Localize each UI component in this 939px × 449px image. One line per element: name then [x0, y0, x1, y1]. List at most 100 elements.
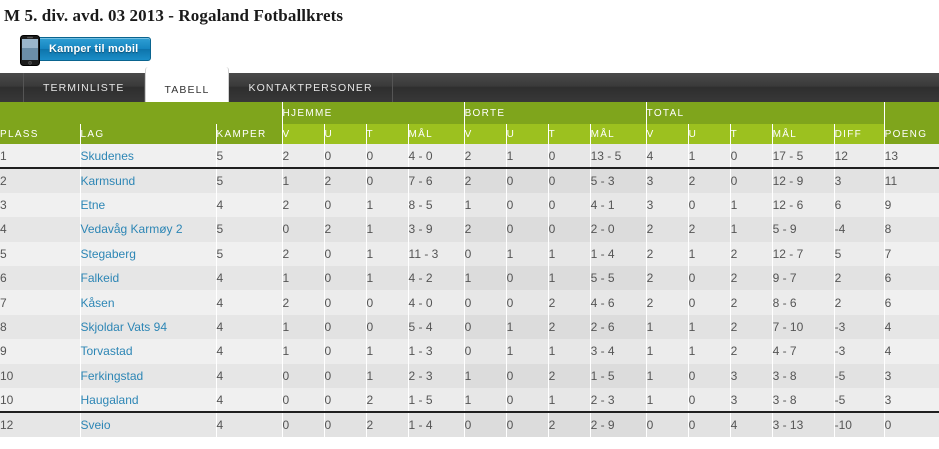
team-link[interactable]: Vedavåg Karmøy 2 — [80, 222, 183, 237]
team-link[interactable]: Stegaberg — [80, 246, 136, 261]
tab-terminliste[interactable]: TERMINLISTE — [23, 73, 145, 102]
cell-poeng: 4 — [884, 339, 939, 364]
col-header-total-u[interactable]: U — [688, 124, 731, 144]
standings-table-head: HJEMME BORTE TOTAL PLASS LAG KAMPER V U … — [0, 102, 939, 144]
col-header-hjemme-maal[interactable]: MÅL — [408, 124, 465, 144]
team-link[interactable]: Ferkingstad — [80, 368, 144, 383]
col-header-borte-t[interactable]: T — [548, 124, 591, 144]
standings-table-wrapper: HJEMME BORTE TOTAL PLASS LAG KAMPER V U … — [0, 102, 939, 437]
team-link[interactable]: Skjoldar Vats 94 — [80, 319, 168, 334]
cell-borte-maal: 2 - 9 — [590, 412, 647, 437]
cell-lag[interactable]: Kåsen — [80, 290, 217, 315]
cell-lag[interactable]: Sveio — [80, 412, 217, 437]
cell-plass: 10 — [0, 387, 81, 414]
cell-lag[interactable]: Skudenes — [80, 144, 217, 170]
team-link[interactable]: Falkeid — [80, 271, 120, 286]
team-link[interactable]: Etne — [80, 197, 106, 212]
cell-lag[interactable]: Etne — [80, 192, 217, 218]
team-link[interactable]: Skudenes — [80, 148, 134, 163]
cell-plass: 3 — [0, 192, 81, 218]
cell-borte-u: 0 — [506, 387, 549, 414]
cell-hjemme-v: 0 — [282, 387, 325, 414]
cell-lag[interactable]: Karmsund — [80, 168, 217, 193]
group-header-row: HJEMME BORTE TOTAL — [0, 102, 939, 124]
cell-lag[interactable]: Vedavåg Karmøy 2 — [80, 217, 217, 242]
team-link[interactable]: Haugaland — [80, 392, 139, 407]
col-header-total-t[interactable]: T — [730, 124, 773, 144]
cell-hjemme-maal: 3 - 9 — [408, 217, 465, 242]
col-header-hjemme-v[interactable]: V — [282, 124, 325, 144]
cell-diff: -3 — [834, 339, 885, 364]
cell-hjemme-v: 0 — [282, 363, 325, 388]
cell-total-maal: 4 - 7 — [772, 339, 835, 364]
cell-borte-u: 0 — [506, 363, 549, 388]
cell-borte-v: 0 — [464, 314, 507, 340]
col-header-lag[interactable]: LAG — [80, 124, 217, 144]
cell-hjemme-maal: 7 - 6 — [408, 168, 465, 193]
cell-diff: 2 — [834, 290, 885, 315]
cell-lag[interactable]: Falkeid — [80, 265, 217, 291]
cell-poeng: 13 — [884, 144, 939, 170]
cell-borte-v: 0 — [464, 290, 507, 315]
cell-kamper: 4 — [216, 363, 283, 388]
mobile-phone-icon — [20, 35, 40, 66]
tab-terminliste-label: TERMINLISTE — [43, 81, 125, 94]
cell-total-maal: 12 - 6 — [772, 192, 835, 218]
cell-borte-t: 0 — [548, 192, 591, 218]
col-header-hjemme-u[interactable]: U — [324, 124, 367, 144]
col-header-total-maal[interactable]: MÅL — [772, 124, 835, 144]
cell-lag[interactable]: Ferkingstad — [80, 363, 217, 388]
col-header-plass[interactable]: PLASS — [0, 124, 81, 144]
col-header-total-v[interactable]: V — [646, 124, 689, 144]
col-header-kamper[interactable]: KAMPER — [216, 124, 283, 144]
col-header-poeng[interactable]: POENG — [884, 124, 939, 144]
team-link[interactable]: Sveio — [80, 417, 111, 432]
col-header-borte-v[interactable]: V — [464, 124, 507, 144]
cell-total-t: 1 — [730, 217, 773, 242]
cell-borte-t: 1 — [548, 241, 591, 266]
col-header-borte-maal[interactable]: MÅL — [590, 124, 647, 144]
cell-borte-maal: 5 - 3 — [590, 168, 647, 193]
cell-borte-u: 0 — [506, 217, 549, 242]
cell-total-v: 2 — [646, 265, 689, 291]
cell-borte-t: 2 — [548, 290, 591, 315]
cell-lag[interactable]: Torvastad — [80, 339, 217, 364]
team-link[interactable]: Torvastad — [80, 344, 133, 359]
cell-total-maal: 8 - 6 — [772, 290, 835, 315]
cell-borte-maal: 2 - 6 — [590, 314, 647, 340]
group-header-hjemme: HJEMME — [282, 102, 465, 124]
cell-lag[interactable]: Skjoldar Vats 94 — [80, 314, 217, 340]
cell-plass: 10 — [0, 363, 81, 388]
tab-kontaktpersoner[interactable]: KONTAKTPERSONER — [229, 73, 393, 102]
cell-total-t: 0 — [730, 168, 773, 193]
cell-total-u: 0 — [688, 290, 731, 315]
cell-total-v: 0 — [646, 412, 689, 437]
cell-lag[interactable]: Haugaland — [80, 387, 217, 414]
cell-total-t: 4 — [730, 412, 773, 437]
col-header-hjemme-t[interactable]: T — [366, 124, 409, 144]
kamper-til-mobil-button[interactable]: Kamper til mobil — [30, 37, 152, 61]
cell-kamper: 4 — [216, 387, 283, 414]
group-header-borte: BORTE — [464, 102, 647, 124]
team-link[interactable]: Kåsen — [80, 295, 115, 310]
tab-tabell[interactable]: TABELL — [144, 67, 230, 102]
cell-poeng: 3 — [884, 387, 939, 414]
team-link[interactable]: Karmsund — [80, 174, 136, 189]
col-header-borte-u[interactable]: U — [506, 124, 549, 144]
cell-hjemme-maal: 1 - 4 — [408, 412, 465, 437]
cell-total-v: 1 — [646, 339, 689, 364]
cell-hjemme-t: 1 — [366, 192, 409, 218]
cell-total-t: 2 — [730, 290, 773, 315]
cell-borte-u: 1 — [506, 144, 549, 170]
cell-hjemme-maal: 4 - 0 — [408, 290, 465, 315]
cell-hjemme-u: 0 — [324, 339, 367, 364]
col-header-diff[interactable]: DIFF — [834, 124, 885, 144]
cell-lag[interactable]: Stegaberg — [80, 241, 217, 266]
cell-borte-t: 0 — [548, 217, 591, 242]
cell-hjemme-u: 0 — [324, 363, 367, 388]
cell-total-v: 2 — [646, 217, 689, 242]
